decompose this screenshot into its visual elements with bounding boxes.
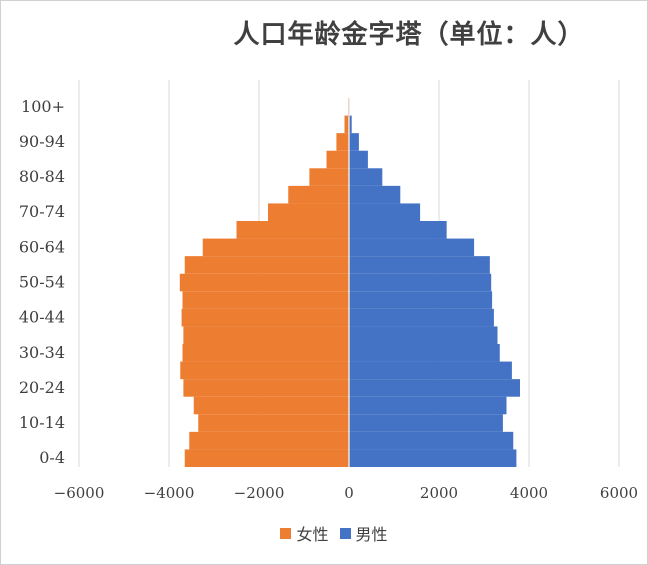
y-tick-label-18: 90-94 [19,132,65,151]
bar-male-19 [349,115,352,134]
bar-female-0 [184,449,349,467]
bar-female-10 [179,273,349,292]
legend-item-female: 女性 [280,521,328,545]
bar-female-17 [326,150,349,169]
bar-male-10 [349,273,492,292]
bar-female-8 [181,308,349,327]
x-tick-label-1: −4000 [144,484,195,502]
bar-female-9 [182,291,349,309]
chart-legend: 女性 男性 [0,521,648,545]
x-tick-label-3: 0 [344,484,354,502]
bar-male-16 [349,168,383,186]
bar-female-13 [236,221,349,239]
bar-male-2 [349,414,503,432]
bar-male-17 [349,150,368,169]
bar-male-18 [349,133,359,151]
y-tick-label-6: 30-34 [19,343,65,362]
y-tick-label-20: 100+ [21,97,65,116]
y-tick-label-16: 80-84 [19,167,65,186]
chart-title: 人口年龄金字塔（单位：人） [233,20,585,50]
bar-male-11 [349,256,490,274]
legend-swatch-female [280,527,292,539]
bar-male-8 [349,308,494,327]
legend-swatch-male [339,527,351,539]
bar-male-4 [349,379,520,397]
bar-male-0 [349,449,517,467]
y-tick-label-0: 0-4 [39,448,65,467]
bar-female-11 [184,256,349,274]
bar-female-3 [193,396,349,415]
y-tick-label-14: 70-74 [19,202,65,221]
bar-male-12 [349,238,475,257]
bar-male-15 [349,185,401,204]
x-tick-label-4: 2000 [420,484,458,502]
bar-female-18 [336,133,349,151]
y-tick-label-10: 50-54 [19,273,65,292]
bar-male-1 [349,431,514,450]
bar-female-15 [288,185,349,204]
bar-male-5 [349,361,512,380]
legend-item-male: 男性 [339,521,388,545]
x-tick-label-5: 4000 [510,484,548,502]
bar-male-3 [349,396,507,415]
legend-label-male: 男性 [355,525,388,544]
bar-female-19 [344,115,349,134]
x-tick-label-6: 6000 [600,484,638,502]
bar-male-6 [349,344,500,362]
bar-male-14 [349,203,421,221]
bar-female-5 [180,361,349,380]
y-tick-label-8: 40-44 [19,308,65,327]
y-tick-label-12: 60-64 [19,237,65,256]
bar-male-9 [349,291,493,309]
bar-female-12 [202,238,349,257]
bar-female-14 [268,203,349,221]
bar-female-2 [198,414,349,432]
bar-female-7 [183,326,349,344]
bar-female-16 [309,168,349,186]
x-tick-label-0: −6000 [54,484,105,502]
legend-label-female: 女性 [296,525,329,544]
bar-female-1 [189,431,349,450]
x-tick-label-2: −2000 [234,484,285,502]
y-tick-label-4: 20-24 [19,378,65,397]
y-tick-label-2: 10-14 [19,413,65,432]
bar-female-4 [183,379,349,397]
bar-male-7 [349,326,498,344]
bar-male-13 [349,221,447,239]
bar-female-6 [182,344,349,362]
